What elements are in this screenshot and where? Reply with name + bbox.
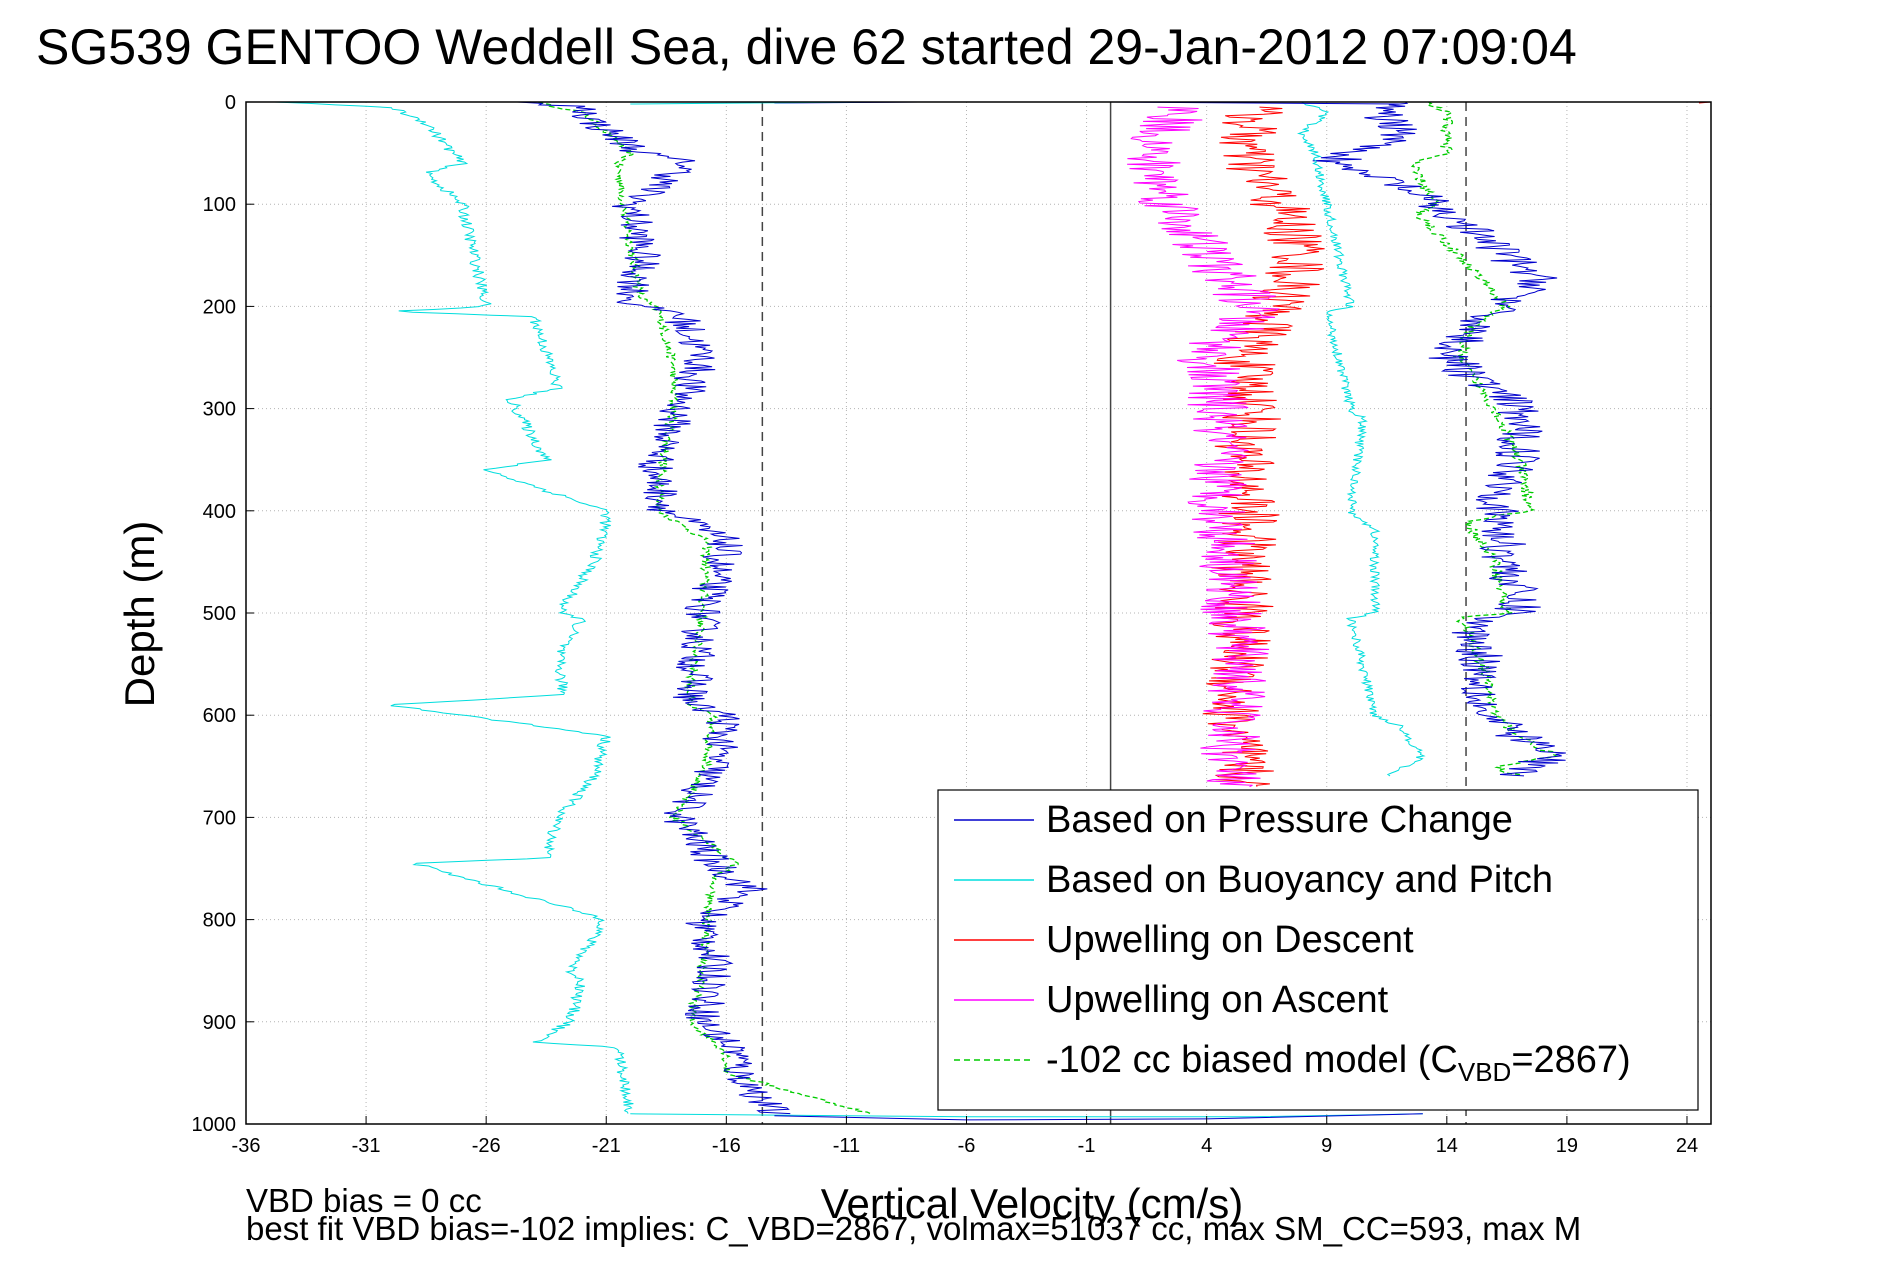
x-tick-label-2: -26 <box>472 1135 501 1157</box>
y-tick-label-2: 200 <box>203 296 236 318</box>
series-pressure_ascent <box>1312 101 1566 777</box>
y-tick-label-8: 800 <box>203 910 236 932</box>
y-axis-ticks: 0 100 200 300 400 500 600 700 800 900 1000 <box>192 92 254 1136</box>
y-tick-label-1: 100 <box>203 194 236 216</box>
x-tick-label-10: 14 <box>1436 1135 1458 1157</box>
series-buoyancy_ascent <box>1296 101 1426 777</box>
x-tick-label-12: 24 <box>1676 1135 1698 1157</box>
y-tick-label-4: 400 <box>203 501 236 523</box>
x-axis-ticks: -36 -31 -26 -21 -16 -11 -6 -1 4 9 14 19 24 <box>232 1116 1698 1157</box>
legend-label-2: Upwelling on Descent <box>1046 919 1414 961</box>
legend-box <box>937 789 1699 1111</box>
legend-label-3: Upwelling on Ascent <box>1046 979 1389 1021</box>
footer-vbd-bias: VBD bias = 0 cc <box>246 1182 482 1219</box>
series-pressure_descent <box>517 101 791 1115</box>
legend: Based on Pressure Change Based on Buoyanc… <box>937 789 1699 1111</box>
y-tick-label-0: 0 <box>225 92 236 114</box>
x-tick-label-9: 9 <box>1321 1135 1332 1157</box>
series-buoyancy_descent <box>274 101 634 1114</box>
chart-title: SG539 GENTOO Weddell Sea, dive 62 starte… <box>36 19 1577 75</box>
y-tick-label-5: 500 <box>203 603 236 625</box>
legend-label-1: Based on Buoyancy and Pitch <box>1046 859 1553 901</box>
legend-label-0: Based on Pressure Change <box>1046 799 1513 841</box>
series-upwell_descent <box>1202 106 1325 787</box>
x-tick-label-3: -21 <box>592 1135 621 1157</box>
x-tick-label-8: 4 <box>1201 1135 1212 1157</box>
x-tick-label-7: -1 <box>1078 1135 1096 1157</box>
y-tick-label-9: 900 <box>203 1012 236 1034</box>
x-tick-label-1: -31 <box>352 1135 381 1157</box>
y-axis-label: Depth (m) <box>116 521 163 708</box>
y-tick-label-6: 600 <box>203 705 236 727</box>
y-tick-label-10: 1000 <box>192 1114 237 1136</box>
x-tick-label-0: -36 <box>232 1135 261 1157</box>
x-axis-label: Vertical Velocity (cm/s) <box>821 1180 1243 1227</box>
x-tick-label-11: 19 <box>1556 1135 1578 1157</box>
footer-best-fit: best fit VBD bias=-102 implies: C_VBD=28… <box>246 1210 1581 1247</box>
y-tick-label-7: 700 <box>203 807 236 829</box>
x-tick-label-5: -11 <box>833 1135 860 1157</box>
x-tick-label-4: -16 <box>712 1135 741 1157</box>
x-tick-label-6: -6 <box>958 1135 976 1157</box>
series-model_descent <box>530 101 871 1115</box>
legend-label-4: -102 cc biased model (CVBD=2867) <box>1046 1039 1631 1087</box>
y-tick-label-3: 300 <box>203 399 236 421</box>
series-upwell_ascent <box>1127 106 1281 788</box>
